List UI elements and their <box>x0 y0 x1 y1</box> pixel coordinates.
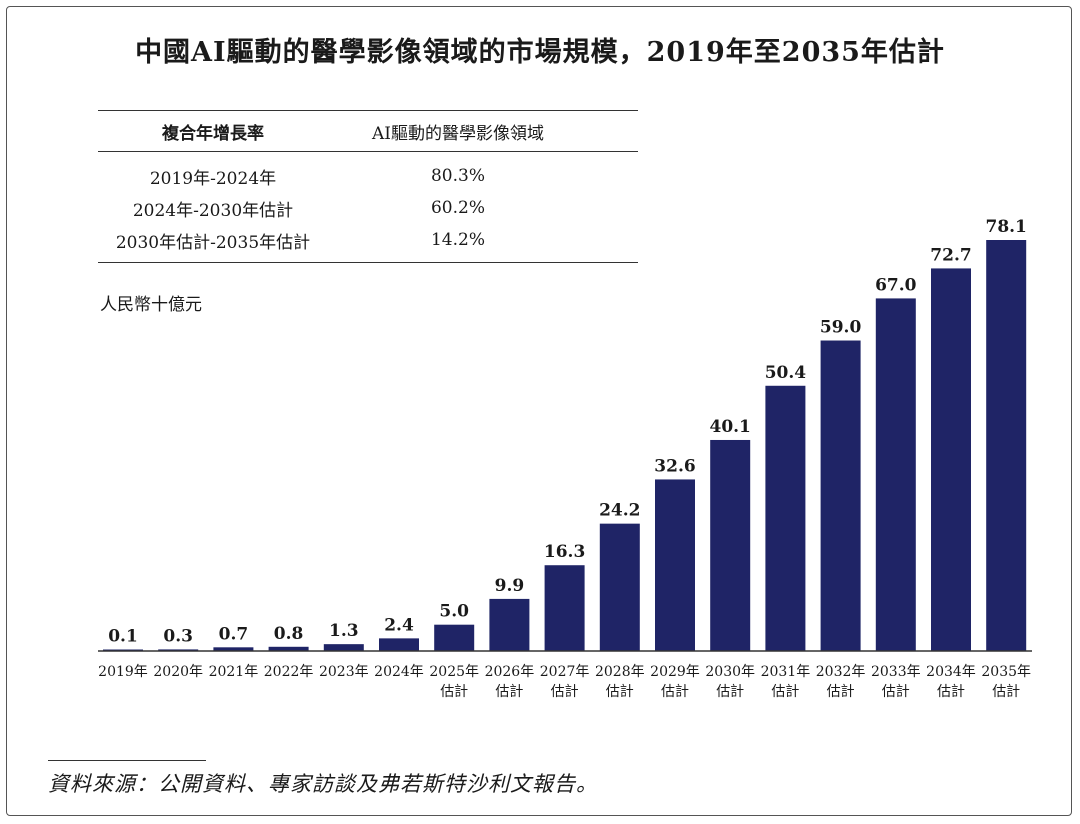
x-tick-label: 2028年 <box>595 664 645 680</box>
bar <box>379 638 419 651</box>
data-label: 0.7 <box>219 624 249 644</box>
data-label: 32.6 <box>654 456 695 476</box>
bar <box>268 646 309 651</box>
bar <box>544 565 585 651</box>
bar <box>434 624 475 651</box>
table-row: 2024年-2030年估計 60.2% <box>98 192 638 224</box>
x-tick-label: 估計 <box>937 684 965 700</box>
data-label: 0.1 <box>108 627 138 647</box>
table-cell-period: 2024年-2030年估計 <box>132 200 294 221</box>
bar <box>213 647 254 651</box>
x-tick-label: 估計 <box>992 684 1020 700</box>
x-tick-label: 估計 <box>827 684 855 700</box>
source-rule <box>48 760 206 761</box>
table-row: 2030年估計-2035年估計 14.2% <box>98 224 638 256</box>
bar <box>655 479 695 651</box>
bar <box>158 649 199 651</box>
bar <box>710 439 751 651</box>
table-cell-value: 60.2% <box>430 198 485 218</box>
x-tick-label: 2022年 <box>264 664 314 680</box>
data-label: 9.9 <box>495 576 525 596</box>
data-label: 59.0 <box>820 318 862 338</box>
x-tick-label: 估計 <box>440 684 468 700</box>
x-tick-label: 2026年 <box>485 664 535 680</box>
data-label: 50.4 <box>765 363 807 383</box>
x-tick-label: 2025年 <box>429 664 479 680</box>
x-tick-label: 2027年 <box>540 664 590 680</box>
x-tick-label: 2030年 <box>705 664 755 680</box>
source-note: 資料來源：公開資料、專家訪談及弗若斯特沙利文報告。 <box>48 772 598 796</box>
data-label: 0.8 <box>274 624 304 644</box>
x-tick-label: 2021年 <box>209 664 259 680</box>
data-label: 5.0 <box>439 602 469 622</box>
table-cell-period: 2030年估計-2035年估計 <box>115 232 311 253</box>
bar <box>986 240 1027 651</box>
data-label: 67.0 <box>875 275 917 295</box>
x-tick-label: 2023年 <box>319 664 369 680</box>
data-label: 24.2 <box>599 501 640 521</box>
x-tick-label: 2031年 <box>761 664 811 680</box>
bar <box>489 598 530 651</box>
x-tick-label: 2029年 <box>650 664 700 680</box>
table-header-period: 複合年增長率 <box>162 123 264 144</box>
chart-frame <box>6 6 1072 816</box>
table-body: 2019年-2024年 80.3% 2024年-2030年估計 60.2% 20… <box>98 152 638 262</box>
x-tick-label: 2034年 <box>926 664 976 680</box>
bar <box>875 298 916 651</box>
data-label: 72.7 <box>930 245 971 265</box>
data-label: 40.1 <box>709 417 750 437</box>
table-header-segment: AI驅動的醫學影像領域 <box>372 123 544 144</box>
bar <box>765 385 806 651</box>
bar <box>323 644 364 651</box>
x-tick-label: 2024年 <box>374 664 424 680</box>
data-label: 1.3 <box>329 621 359 641</box>
bar <box>931 268 971 651</box>
table-cell-value: 80.3% <box>430 166 485 186</box>
x-tick-label: 估計 <box>771 684 799 700</box>
data-label: 78.1 <box>985 217 1026 237</box>
x-tick-label: 2032年 <box>816 664 866 680</box>
table-bottom-rule <box>98 262 638 263</box>
cagr-table: 複合年增長率 AI驅動的醫學影像領域 2019年-2024年 80.3% 202… <box>98 110 638 263</box>
x-tick-label: 2019年 <box>98 664 148 680</box>
x-tick-label: 2020年 <box>153 664 203 680</box>
table-cell-period: 2019年-2024年 <box>149 168 277 189</box>
x-tick-label: 估計 <box>551 684 579 700</box>
table-cell-value: 14.2% <box>430 230 485 250</box>
data-label: 0.3 <box>163 626 193 646</box>
data-label: 2.4 <box>384 615 414 635</box>
x-tick-label: 估計 <box>882 684 910 700</box>
x-tick-label: 估計 <box>661 684 689 700</box>
x-tick-label: 2035年 <box>981 664 1031 680</box>
bar <box>820 340 861 651</box>
table-header-row: 複合年增長率 AI驅動的醫學影像領域 <box>98 111 638 151</box>
x-tick-label: 估計 <box>606 684 634 700</box>
x-tick-label: 估計 <box>716 684 744 700</box>
unit-label: 人民幣十億元 <box>100 295 202 315</box>
table-header-rule <box>98 151 638 152</box>
table-top-rule <box>98 110 638 111</box>
x-tick-label: 2033年 <box>871 664 921 680</box>
table-row: 2019年-2024年 80.3% <box>98 160 638 192</box>
bar <box>599 523 640 651</box>
x-tick-label: 估計 <box>495 684 523 700</box>
data-label: 16.3 <box>544 542 585 562</box>
chart-title: 中國AI驅動的醫學影像領域的市場規模，2019年至2035年估計 <box>135 37 945 68</box>
